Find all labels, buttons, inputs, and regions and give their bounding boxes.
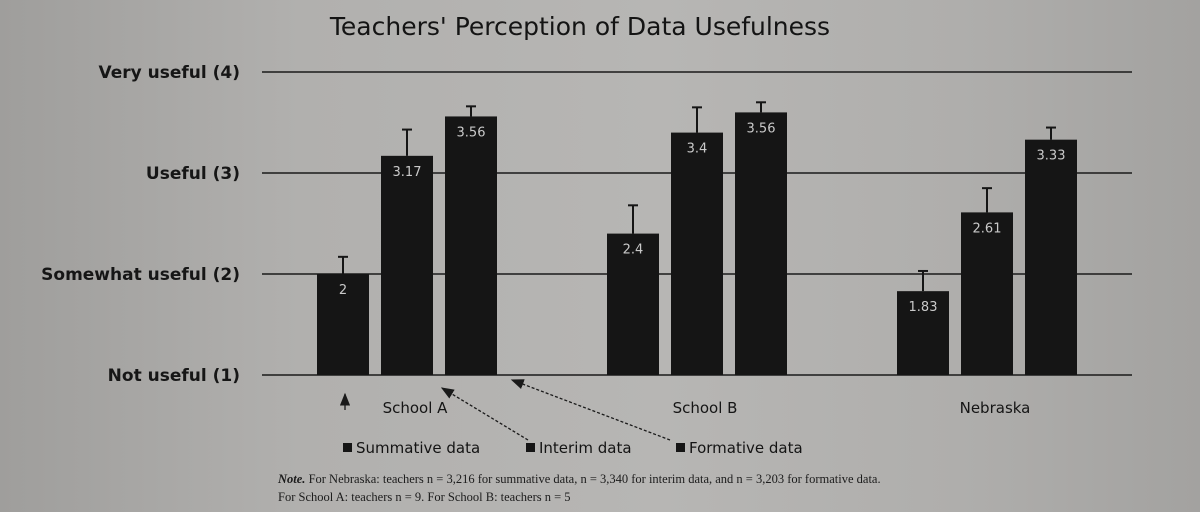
legend-swatch: [676, 443, 685, 452]
arrow-interim: [440, 387, 529, 441]
bar-school-a-interim: [381, 155, 433, 375]
data-label: 3.17: [393, 165, 422, 180]
note-text-1: For Nebraska: teachers n = 3,216 for sum…: [308, 472, 881, 486]
y-tick-label: Somewhat useful (2): [41, 265, 240, 285]
legend: Summative data Interim data Formative data: [343, 439, 803, 457]
data-label: 3.4: [687, 142, 708, 157]
bar-school-a-formative: [445, 116, 497, 375]
x-tick-label: Nebraska: [960, 399, 1031, 417]
bar-school-a-summative: [317, 274, 369, 375]
chart-note: Note. For Nebraska: teachers n = 3,216 f…: [278, 470, 1178, 506]
bars: [317, 112, 1077, 376]
data-label: 1.83: [909, 300, 938, 315]
y-tick-label: Useful (3): [146, 164, 240, 184]
chart-title: Teachers' Perception of Data Usefulness: [329, 12, 830, 41]
annotation-arrows: [339, 379, 671, 441]
data-label: 2.61: [973, 221, 1002, 236]
note-label: Note.: [278, 472, 306, 486]
bar-nebraska-summative: [897, 291, 949, 375]
y-tick-label: Not useful (1): [108, 366, 240, 386]
data-label: 3.33: [1037, 149, 1066, 164]
error-bars: [338, 101, 1056, 292]
note-line-1: Note. For Nebraska: teachers n = 3,216 f…: [278, 470, 1178, 488]
data-label: 3.56: [747, 121, 776, 136]
bar-school-b-interim: [671, 132, 723, 375]
x-tick-label: School B: [673, 399, 738, 417]
legend-label: Interim data: [539, 439, 632, 457]
y-tick-label: Very useful (4): [98, 63, 240, 83]
legend-swatch: [526, 443, 535, 452]
data-label: 3.56: [457, 125, 486, 140]
bar-school-b-summative: [607, 233, 659, 375]
legend-swatch: [343, 443, 352, 452]
data-label: 2: [339, 283, 347, 298]
x-axis-labels: School A School B Nebraska: [383, 399, 1031, 417]
x-tick-label: School A: [383, 399, 449, 417]
y-axis-ticks: Very useful (4) Useful (3) Somewhat useful…: [41, 63, 240, 386]
bar-nebraska-interim: [961, 212, 1013, 375]
arrow-formative: [510, 379, 671, 441]
legend-label: Summative data: [356, 439, 480, 457]
bar-nebraska-formative: [1025, 139, 1077, 375]
legend-label: Formative data: [689, 439, 803, 457]
data-labels: 2 3.17 3.56 2.4 3.4 3.56 1.83 2.61 3.33: [339, 121, 1066, 315]
data-label: 2.4: [623, 243, 644, 258]
note-line-2: For School A: teachers n = 9. For School…: [278, 490, 571, 504]
bar-school-b-formative: [735, 112, 787, 376]
